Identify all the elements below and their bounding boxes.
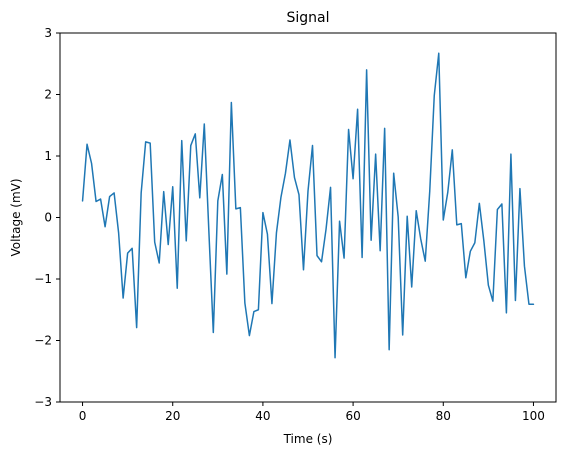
y-tick-label: 1 <box>44 149 52 163</box>
x-tick-label: 80 <box>436 409 451 423</box>
plot-frame <box>59 32 557 403</box>
x-axis: 0 20 40 60 80 100 <box>79 402 545 423</box>
y-tick-label: 2 <box>44 88 52 102</box>
chart-title: Signal <box>286 10 329 26</box>
series-line-0 <box>81 52 535 359</box>
y-tick-label: 3 <box>44 26 52 40</box>
x-tick-label: 40 <box>255 409 270 423</box>
x-tick-label: 60 <box>345 409 360 423</box>
y-tick-label: −2 <box>34 334 52 348</box>
plot-area <box>59 32 557 403</box>
y-axis-label: Voltage (mV) <box>9 178 23 256</box>
y-tick-label: 0 <box>44 211 52 225</box>
x-tick-label: 100 <box>522 409 545 423</box>
series-layer <box>81 52 535 359</box>
x-tick-label: 20 <box>165 409 180 423</box>
x-axis-label: Time (s) <box>283 432 333 446</box>
y-tick-label: −3 <box>34 395 52 409</box>
y-axis: −3 −2 −1 0 1 2 3 <box>34 26 60 409</box>
x-tick-label: 0 <box>79 409 87 423</box>
y-tick-label: −1 <box>34 272 52 286</box>
